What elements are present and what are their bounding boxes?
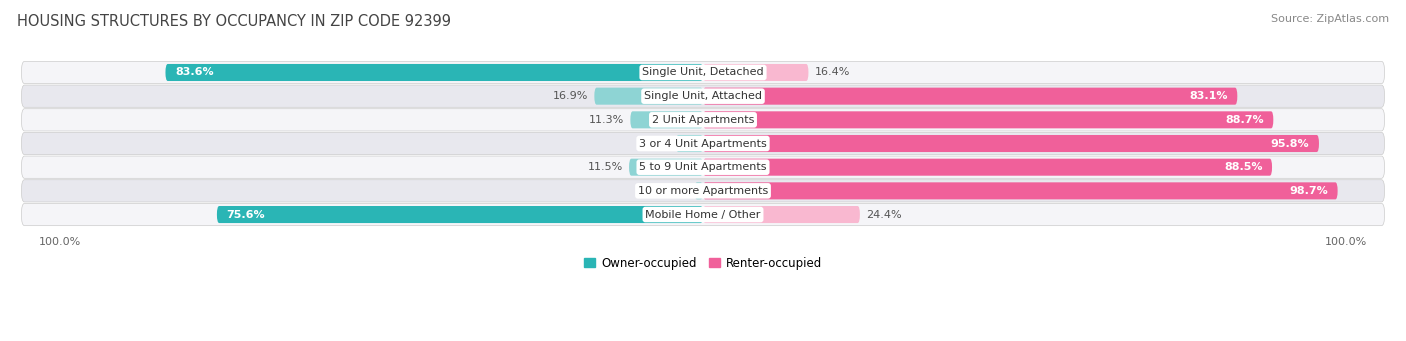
Text: 4.2%: 4.2% bbox=[641, 138, 669, 149]
FancyBboxPatch shape bbox=[676, 135, 703, 152]
Text: 10 or more Apartments: 10 or more Apartments bbox=[638, 186, 768, 196]
Text: 5 to 9 Unit Apartments: 5 to 9 Unit Apartments bbox=[640, 162, 766, 172]
Text: Single Unit, Detached: Single Unit, Detached bbox=[643, 68, 763, 77]
FancyBboxPatch shape bbox=[21, 61, 1385, 84]
Text: 2 Unit Apartments: 2 Unit Apartments bbox=[652, 115, 754, 125]
FancyBboxPatch shape bbox=[630, 111, 703, 128]
Text: 16.4%: 16.4% bbox=[815, 68, 851, 77]
Text: 98.7%: 98.7% bbox=[1289, 186, 1329, 196]
Text: HOUSING STRUCTURES BY OCCUPANCY IN ZIP CODE 92399: HOUSING STRUCTURES BY OCCUPANCY IN ZIP C… bbox=[17, 14, 451, 29]
Text: 1.3%: 1.3% bbox=[659, 186, 688, 196]
Text: 88.7%: 88.7% bbox=[1225, 115, 1264, 125]
Text: 95.8%: 95.8% bbox=[1271, 138, 1309, 149]
FancyBboxPatch shape bbox=[703, 88, 1237, 105]
FancyBboxPatch shape bbox=[21, 203, 1385, 226]
FancyBboxPatch shape bbox=[703, 159, 1272, 176]
FancyBboxPatch shape bbox=[703, 206, 860, 223]
FancyBboxPatch shape bbox=[703, 182, 1337, 199]
Text: 75.6%: 75.6% bbox=[226, 209, 266, 220]
Text: 16.9%: 16.9% bbox=[553, 91, 588, 101]
FancyBboxPatch shape bbox=[21, 85, 1385, 107]
FancyBboxPatch shape bbox=[695, 182, 703, 199]
FancyBboxPatch shape bbox=[21, 132, 1385, 154]
Text: 24.4%: 24.4% bbox=[866, 209, 901, 220]
Text: 88.5%: 88.5% bbox=[1223, 162, 1263, 172]
FancyBboxPatch shape bbox=[21, 156, 1385, 178]
Text: Mobile Home / Other: Mobile Home / Other bbox=[645, 209, 761, 220]
FancyBboxPatch shape bbox=[21, 180, 1385, 202]
FancyBboxPatch shape bbox=[703, 135, 1319, 152]
FancyBboxPatch shape bbox=[703, 64, 808, 81]
FancyBboxPatch shape bbox=[166, 64, 703, 81]
FancyBboxPatch shape bbox=[21, 109, 1385, 131]
Text: 11.5%: 11.5% bbox=[588, 162, 623, 172]
Text: 11.3%: 11.3% bbox=[589, 115, 624, 125]
Text: 83.6%: 83.6% bbox=[176, 68, 214, 77]
Legend: Owner-occupied, Renter-occupied: Owner-occupied, Renter-occupied bbox=[579, 252, 827, 274]
Text: Single Unit, Attached: Single Unit, Attached bbox=[644, 91, 762, 101]
FancyBboxPatch shape bbox=[628, 159, 703, 176]
Text: 3 or 4 Unit Apartments: 3 or 4 Unit Apartments bbox=[640, 138, 766, 149]
Text: Source: ZipAtlas.com: Source: ZipAtlas.com bbox=[1271, 14, 1389, 24]
Text: 83.1%: 83.1% bbox=[1189, 91, 1227, 101]
FancyBboxPatch shape bbox=[595, 88, 703, 105]
FancyBboxPatch shape bbox=[217, 206, 703, 223]
FancyBboxPatch shape bbox=[703, 111, 1274, 128]
